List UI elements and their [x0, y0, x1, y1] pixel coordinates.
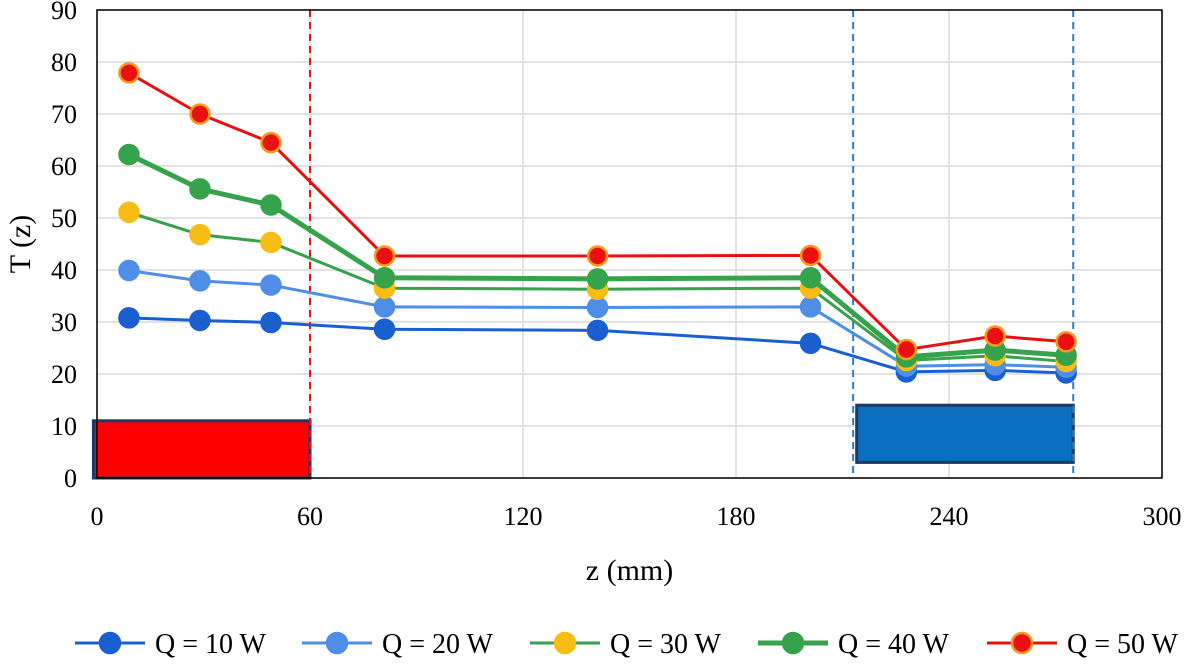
data-point [799, 296, 822, 318]
data-point [373, 296, 396, 318]
y-tick-label: 50 [51, 204, 77, 233]
data-point [189, 309, 211, 332]
data-point [586, 319, 609, 342]
x-tick-label: 0 [91, 502, 104, 531]
legend: Q = 10 W Q = 20 W Q = 30 W Q = 40 W Q = 50 W [75, 629, 1179, 660]
data-point [189, 103, 211, 125]
legend-swatch-marker [553, 631, 577, 655]
legend-label: Q = 10 W [155, 629, 267, 660]
x-tick-label: 120 [504, 502, 543, 531]
data-point [118, 143, 140, 166]
data-point [984, 325, 1006, 347]
plot-frame [96, 9, 1163, 479]
legend-swatch-marker [1010, 631, 1034, 655]
data-point [189, 223, 211, 246]
data-point [799, 332, 822, 355]
legend-item: Q = 10 W [75, 629, 267, 660]
y-tick-label: 80 [51, 48, 77, 77]
heater-block [91, 419, 312, 480]
legend-item: Q = 40 W [758, 629, 950, 660]
data-point [586, 296, 609, 319]
x-tick-label: 300 [1143, 502, 1182, 531]
x-tick-label: 180 [717, 502, 756, 531]
legend-label: Q = 20 W [382, 629, 494, 660]
y-tick-label: 70 [51, 100, 77, 129]
legend-item: Q = 30 W [530, 629, 722, 660]
x-tick-label: 60 [297, 502, 323, 531]
legend-swatch-marker [781, 631, 805, 655]
annotations [91, 10, 1075, 480]
data-point [260, 131, 282, 154]
data-point [260, 274, 282, 296]
series-5 [118, 62, 1077, 361]
data-point [260, 231, 282, 254]
legend-label: Q = 50 W [1067, 629, 1179, 660]
y-tick-label: 0 [64, 464, 77, 493]
data-point [373, 318, 396, 341]
tick-labels: 0 10 20 30 40 50 60 70 80 90 0 60 120 180 240 300 [51, 0, 1182, 531]
data-point [189, 270, 211, 292]
legend-label: Q = 30 W [610, 629, 722, 660]
data-point [895, 338, 918, 361]
data-point [189, 178, 211, 200]
y-axis-title: T (z) [4, 215, 37, 274]
x-axis-title: z (mm) [586, 554, 673, 587]
data-point [1055, 331, 1077, 353]
data-point [586, 268, 609, 290]
data-point [118, 259, 140, 282]
legend-swatch-marker [98, 631, 122, 655]
legend-item: Q = 50 W [987, 629, 1179, 660]
y-tick-label: 90 [51, 0, 77, 25]
data-point [118, 201, 140, 224]
data-point [586, 245, 609, 267]
y-tick-label: 30 [51, 308, 77, 337]
data-point [118, 307, 140, 329]
legend-label: Q = 40 W [838, 629, 950, 660]
legend-item: Q = 20 W [302, 629, 494, 660]
data-point [118, 62, 140, 84]
y-tick-label: 40 [51, 256, 77, 285]
data-point [799, 244, 822, 267]
data-point [799, 267, 822, 289]
cooler-block [855, 403, 1075, 464]
x-tick-label: 240 [930, 502, 969, 531]
y-tick-label: 60 [51, 152, 77, 181]
data-point [373, 245, 396, 267]
series-layer [118, 62, 1077, 384]
y-tick-label: 20 [51, 360, 77, 389]
y-tick-label: 10 [51, 412, 77, 441]
data-point [260, 311, 282, 334]
data-point [373, 267, 396, 289]
legend-swatch-marker [325, 631, 349, 655]
data-point [260, 194, 282, 216]
